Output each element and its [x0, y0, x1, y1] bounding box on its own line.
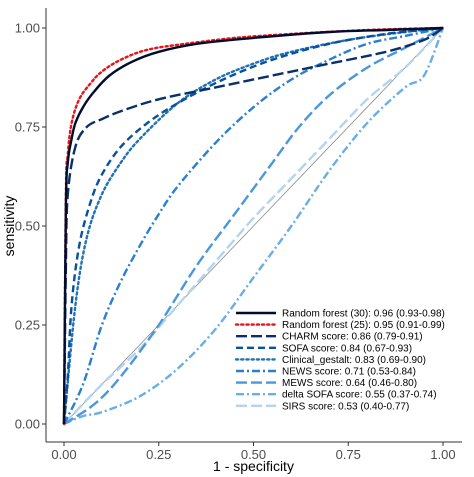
roc-curve-sirs-score: [63, 27, 444, 425]
roc-curve-news-score: [62, 26, 444, 425]
reference-diagonal: [63, 27, 444, 425]
legend-entry: NEWS score: 0.71 (0.53-0.84): [282, 367, 416, 378]
roc-curves: [62, 26, 445, 426]
legend-entry: Clinical_gestalt: 0.83 (0.69-0.90): [282, 355, 426, 366]
x-tick-label: 1.00: [430, 447, 455, 462]
roc-curve-sofa-score: [62, 26, 444, 425]
legend-entry: Random forest (30): 0.96 (0.93-0.98): [282, 309, 445, 320]
diagonal-line: [63, 27, 444, 425]
roc-curve-random-forest-30: [62, 26, 444, 425]
x-axis-title: 1 - specificity: [213, 458, 294, 474]
x-tick-label: 0.25: [146, 447, 171, 462]
legend-entry: SOFA score: 0.84 (0.67-0.93): [282, 343, 412, 354]
y-tick-label: 0.25: [15, 318, 40, 333]
legend-entry: delta SOFA score: 0.55 (0.37-0.74): [282, 390, 437, 401]
x-tick-label: 0.75: [336, 447, 361, 462]
y-tick-label: 0.00: [15, 417, 40, 432]
y-tick-label: 1.00: [15, 21, 40, 36]
roc-curve-delta-sofa-score: [63, 27, 445, 426]
legend-entry: MEWS score: 0.64 (0.46-0.80): [282, 378, 417, 389]
y-axis-title: sensitivity: [1, 196, 17, 257]
legend: Random forest (30): 0.96 (0.93-0.98)Rand…: [234, 309, 445, 412]
y-tick-label: 0.50: [15, 219, 40, 234]
chart-axes: 0.00 0.25 0.50 0.75 1.00 0.00 0.25 0.50 0.75 1.00: [15, 8, 462, 462]
roc-curve-mews-score: [63, 26, 444, 426]
legend-entry: SIRS score: 0.53 (0.40-0.77): [282, 401, 409, 412]
x-tick-label: 0.00: [51, 447, 76, 462]
y-tick-label: 0.75: [15, 120, 40, 135]
legend-entry: Random forest (25): 0.95 (0.91-0.99): [282, 320, 445, 331]
x-tick-label: 0.50: [241, 447, 266, 462]
legend-entry: CHARM score: 0.86 (0.79-0.91): [282, 332, 423, 343]
